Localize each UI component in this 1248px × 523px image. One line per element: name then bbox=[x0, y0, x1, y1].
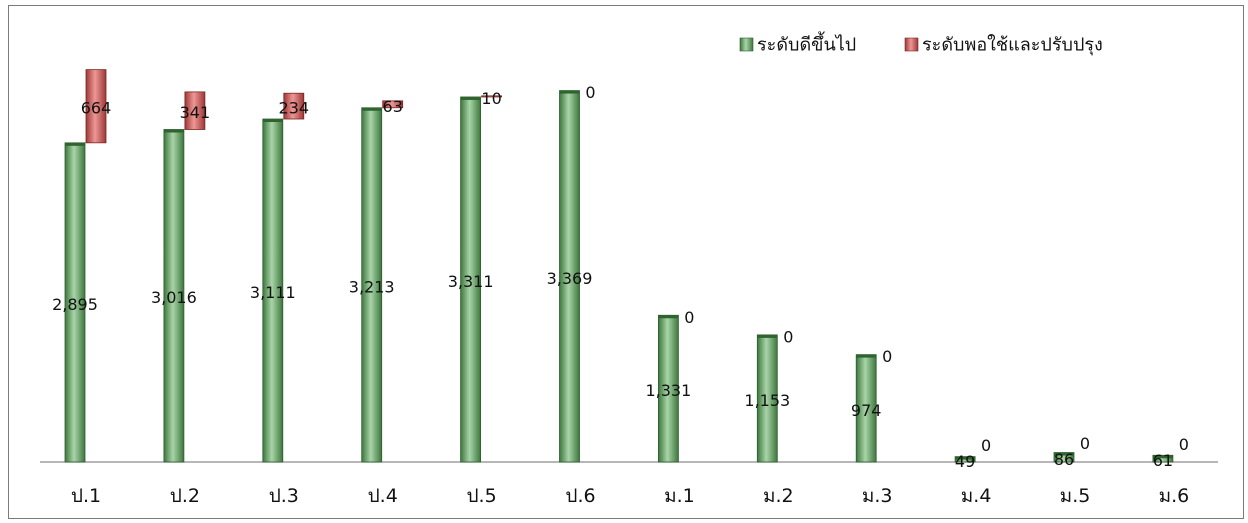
bar-good-cap-10 bbox=[955, 456, 976, 460]
bar-good-cap-11 bbox=[1054, 452, 1074, 456]
data-label-good-5: 3,311 bbox=[448, 272, 494, 291]
bar-fair-1 bbox=[85, 69, 107, 144]
legend-swatch-fair bbox=[904, 37, 919, 52]
bar-good-cap-4 bbox=[361, 107, 382, 111]
bar-good-cap-6 bbox=[559, 90, 580, 94]
category-label-8: ม.2 bbox=[763, 485, 794, 507]
data-label-fair-2: 341 bbox=[180, 103, 211, 122]
legend-label-fair: ระดับพอใช้และปรับปรุง bbox=[922, 34, 1103, 56]
bar-good-cap-3 bbox=[262, 119, 283, 123]
data-label-good-12: 61 bbox=[1153, 451, 1173, 470]
category-label-6: ป.6 bbox=[565, 485, 595, 507]
data-label-good-3: 3,111 bbox=[250, 283, 296, 302]
category-label-7: ม.1 bbox=[664, 485, 695, 507]
data-label-good-9: 974 bbox=[851, 401, 882, 420]
chart-frame bbox=[8, 5, 1244, 519]
data-label-good-2: 3,016 bbox=[151, 288, 197, 307]
data-label-good-11: 86 bbox=[1054, 450, 1074, 469]
data-label-fair-7: 0 bbox=[684, 308, 694, 327]
legend: ระดับดีขึ้นไป ระดับพอใช้และปรับปรุง bbox=[739, 32, 1103, 56]
data-label-fair-10: 0 bbox=[981, 436, 991, 455]
data-label-fair-12: 0 bbox=[1179, 435, 1189, 454]
category-labels-group: ป.1 ป.2 ป.3 ป.4 ป.5 ป.6 ม.1 ม.2 ม.3 ม.4 ม.5 ม.6 bbox=[71, 485, 1189, 507]
bar-good-cap-1 bbox=[65, 142, 85, 146]
category-label-2: ป.2 bbox=[170, 485, 200, 507]
data-label-good-7: 1,331 bbox=[645, 381, 691, 400]
data-label-fair-6: 0 bbox=[585, 83, 595, 102]
category-label-5: ป.5 bbox=[466, 485, 496, 507]
data-label-fair-5: 10 bbox=[481, 89, 501, 108]
bar-good-cap-8 bbox=[757, 334, 778, 338]
data-labels-group: 2,895 664 3,016 341 3,111 234 3,213 63 3,311 10 3,… bbox=[52, 83, 1189, 471]
category-label-11: ม.5 bbox=[1060, 485, 1091, 507]
category-label-3: ป.3 bbox=[269, 485, 299, 507]
data-label-fair-4: 63 bbox=[383, 97, 403, 116]
bar-good-cap-12 bbox=[1152, 455, 1173, 459]
bar-fair-2 bbox=[184, 91, 206, 130]
legend-label-good: ระดับดีขึ้นไป bbox=[757, 32, 856, 56]
data-label-fair-11: 0 bbox=[1080, 434, 1090, 453]
data-label-good-8: 1,153 bbox=[744, 391, 790, 410]
category-label-9: ม.3 bbox=[862, 485, 893, 507]
data-label-fair-1: 664 bbox=[81, 99, 112, 118]
data-label-fair-9: 0 bbox=[882, 347, 892, 366]
data-label-good-6: 3,369 bbox=[547, 269, 593, 288]
bar-good-cap-7 bbox=[658, 315, 679, 319]
bar-good-cap-9 bbox=[856, 354, 877, 358]
data-label-fair-8: 0 bbox=[783, 327, 793, 346]
bar-fair-4 bbox=[382, 100, 404, 109]
bar-good-cap-5 bbox=[460, 96, 481, 100]
data-label-good-10: 49 bbox=[955, 452, 975, 471]
category-label-12: ม.6 bbox=[1159, 485, 1190, 507]
data-label-good-1: 2,895 bbox=[52, 295, 98, 314]
data-label-fair-3: 234 bbox=[279, 99, 310, 118]
bar-good-cap-2 bbox=[163, 129, 184, 133]
category-label-1: ป.1 bbox=[71, 485, 101, 507]
category-label-10: ม.4 bbox=[961, 485, 992, 507]
category-label-4: ป.4 bbox=[368, 485, 398, 507]
legend-swatch-good bbox=[739, 37, 754, 52]
data-label-good-4: 3,213 bbox=[349, 277, 395, 296]
bars-group bbox=[64, 69, 1174, 463]
bar-fair-5 bbox=[481, 95, 503, 98]
bar-fair-3 bbox=[283, 92, 305, 120]
